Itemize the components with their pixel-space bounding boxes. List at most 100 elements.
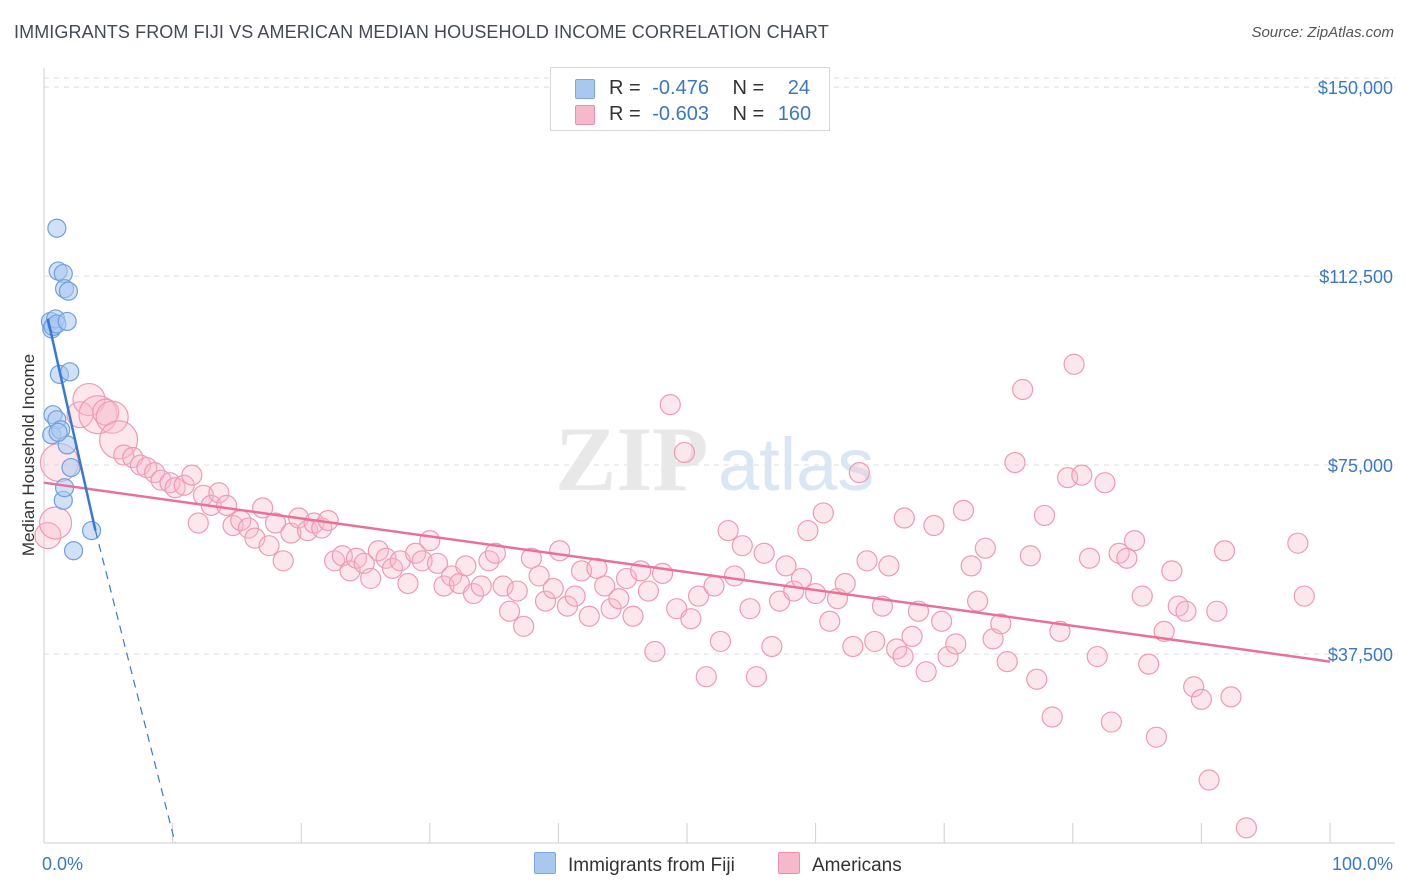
fiji-points	[40, 218, 102, 561]
americans-point	[931, 610, 953, 632]
americans-point	[608, 587, 630, 610]
americans-point	[113, 444, 135, 466]
americans-point	[1198, 769, 1220, 791]
americans-point	[528, 565, 550, 587]
americans-point	[1012, 378, 1034, 401]
americans-point	[687, 585, 710, 607]
americans-point	[264, 512, 287, 534]
americans-point	[819, 610, 841, 632]
americans-point	[952, 499, 975, 522]
chart-title: IMMIGRANTS FROM FIJI VS AMERICAN MEDIAN …	[14, 22, 829, 42]
americans-point	[709, 630, 732, 653]
americans-point	[1287, 532, 1309, 554]
americans-point	[996, 650, 1018, 673]
americans-point	[1145, 726, 1167, 748]
fiji-trend-line	[46, 318, 97, 531]
americans-point	[1026, 668, 1048, 690]
americans-point	[856, 550, 878, 572]
americans-point	[470, 575, 492, 597]
trend-lines	[43, 318, 1331, 844]
americans-point	[1019, 545, 1041, 567]
americans-point	[419, 530, 441, 552]
americans-point	[673, 441, 696, 464]
americans-point	[513, 615, 535, 637]
americans-point	[1153, 620, 1175, 642]
americans-point	[1175, 600, 1197, 622]
americans-point	[651, 562, 674, 585]
americans-point	[1293, 585, 1315, 607]
americans-point	[637, 580, 660, 602]
americans-point	[923, 514, 945, 537]
y-tick-label: $37,500	[1328, 645, 1393, 665]
americans-point	[834, 572, 856, 595]
legend-item-fiji[interactable]: Immigrants from Fiji	[534, 852, 735, 877]
americans-points	[34, 353, 1315, 839]
americans-point	[753, 542, 775, 564]
legend-item-americans[interactable]: Americans	[778, 852, 902, 877]
watermark: ZIP atlas	[555, 408, 874, 510]
americans-point	[1041, 706, 1063, 728]
fiji-point	[54, 478, 75, 498]
americans-point	[164, 477, 186, 499]
americans-point	[258, 535, 280, 557]
americans-point	[1190, 688, 1213, 710]
x-tick-label: 0.0%	[42, 854, 83, 874]
legend-swatch-fiji	[534, 852, 556, 874]
americans-point	[901, 625, 923, 647]
americans-point	[878, 555, 900, 577]
americans-point	[1086, 645, 1108, 668]
bottom-legend: Immigrants from Fiji Americans	[0, 852, 1406, 876]
americans-point	[95, 400, 129, 434]
americans-point	[216, 494, 238, 516]
grid-lines	[44, 77, 1395, 655]
legend-label-americans: Americans	[812, 855, 902, 876]
americans-point	[1078, 547, 1101, 569]
americans-point	[1071, 464, 1093, 486]
americans-point	[397, 572, 419, 595]
americans-point	[1206, 600, 1228, 622]
americans-point	[892, 645, 914, 668]
americans-point	[237, 517, 260, 539]
americans-point	[187, 512, 209, 534]
americans-point	[272, 550, 294, 572]
americans-point	[498, 600, 521, 622]
fiji-point	[48, 422, 68, 442]
americans-point	[1094, 472, 1116, 494]
americans-point	[98, 420, 139, 460]
fiji-trend-extension	[94, 530, 176, 844]
americans-point	[1220, 686, 1242, 708]
fiji-point	[81, 520, 102, 541]
americans-point	[680, 608, 702, 630]
y-tick-label: $75,000	[1328, 456, 1393, 476]
americans-point	[564, 585, 586, 607]
americans-point	[1033, 504, 1056, 527]
americans-point	[797, 519, 819, 542]
americans-point	[974, 537, 996, 559]
y-tick-label: $150,000	[1318, 78, 1393, 98]
legend-r-value-fiji: -0.476	[652, 77, 709, 99]
fiji-point	[60, 362, 80, 382]
fiji-point	[61, 457, 81, 478]
americans-point	[360, 567, 382, 590]
watermark-zip: ZIP	[555, 408, 708, 510]
axes	[43, 68, 1395, 844]
americans-point	[842, 635, 864, 658]
americans-point	[775, 555, 797, 577]
legend-r-value-americans: -0.603	[652, 103, 709, 125]
americans-point	[731, 535, 753, 557]
americans-point	[578, 605, 600, 627]
chart-source: Source: ZipAtlas.com	[1251, 24, 1394, 41]
americans-point	[864, 630, 886, 653]
americans-point	[790, 567, 813, 590]
americans-point	[622, 605, 644, 627]
americans-point	[848, 462, 870, 484]
legend-n-label: N =	[732, 103, 765, 125]
americans-point	[745, 666, 768, 688]
americans-point	[389, 550, 411, 572]
americans-point	[570, 560, 593, 582]
americans-point	[761, 635, 783, 658]
americans-point	[381, 557, 404, 579]
americans-point	[937, 645, 959, 668]
tick-labels: $37,500 $75,000 $112,500 $150,000 0.0% 100.0%	[42, 78, 1393, 874]
